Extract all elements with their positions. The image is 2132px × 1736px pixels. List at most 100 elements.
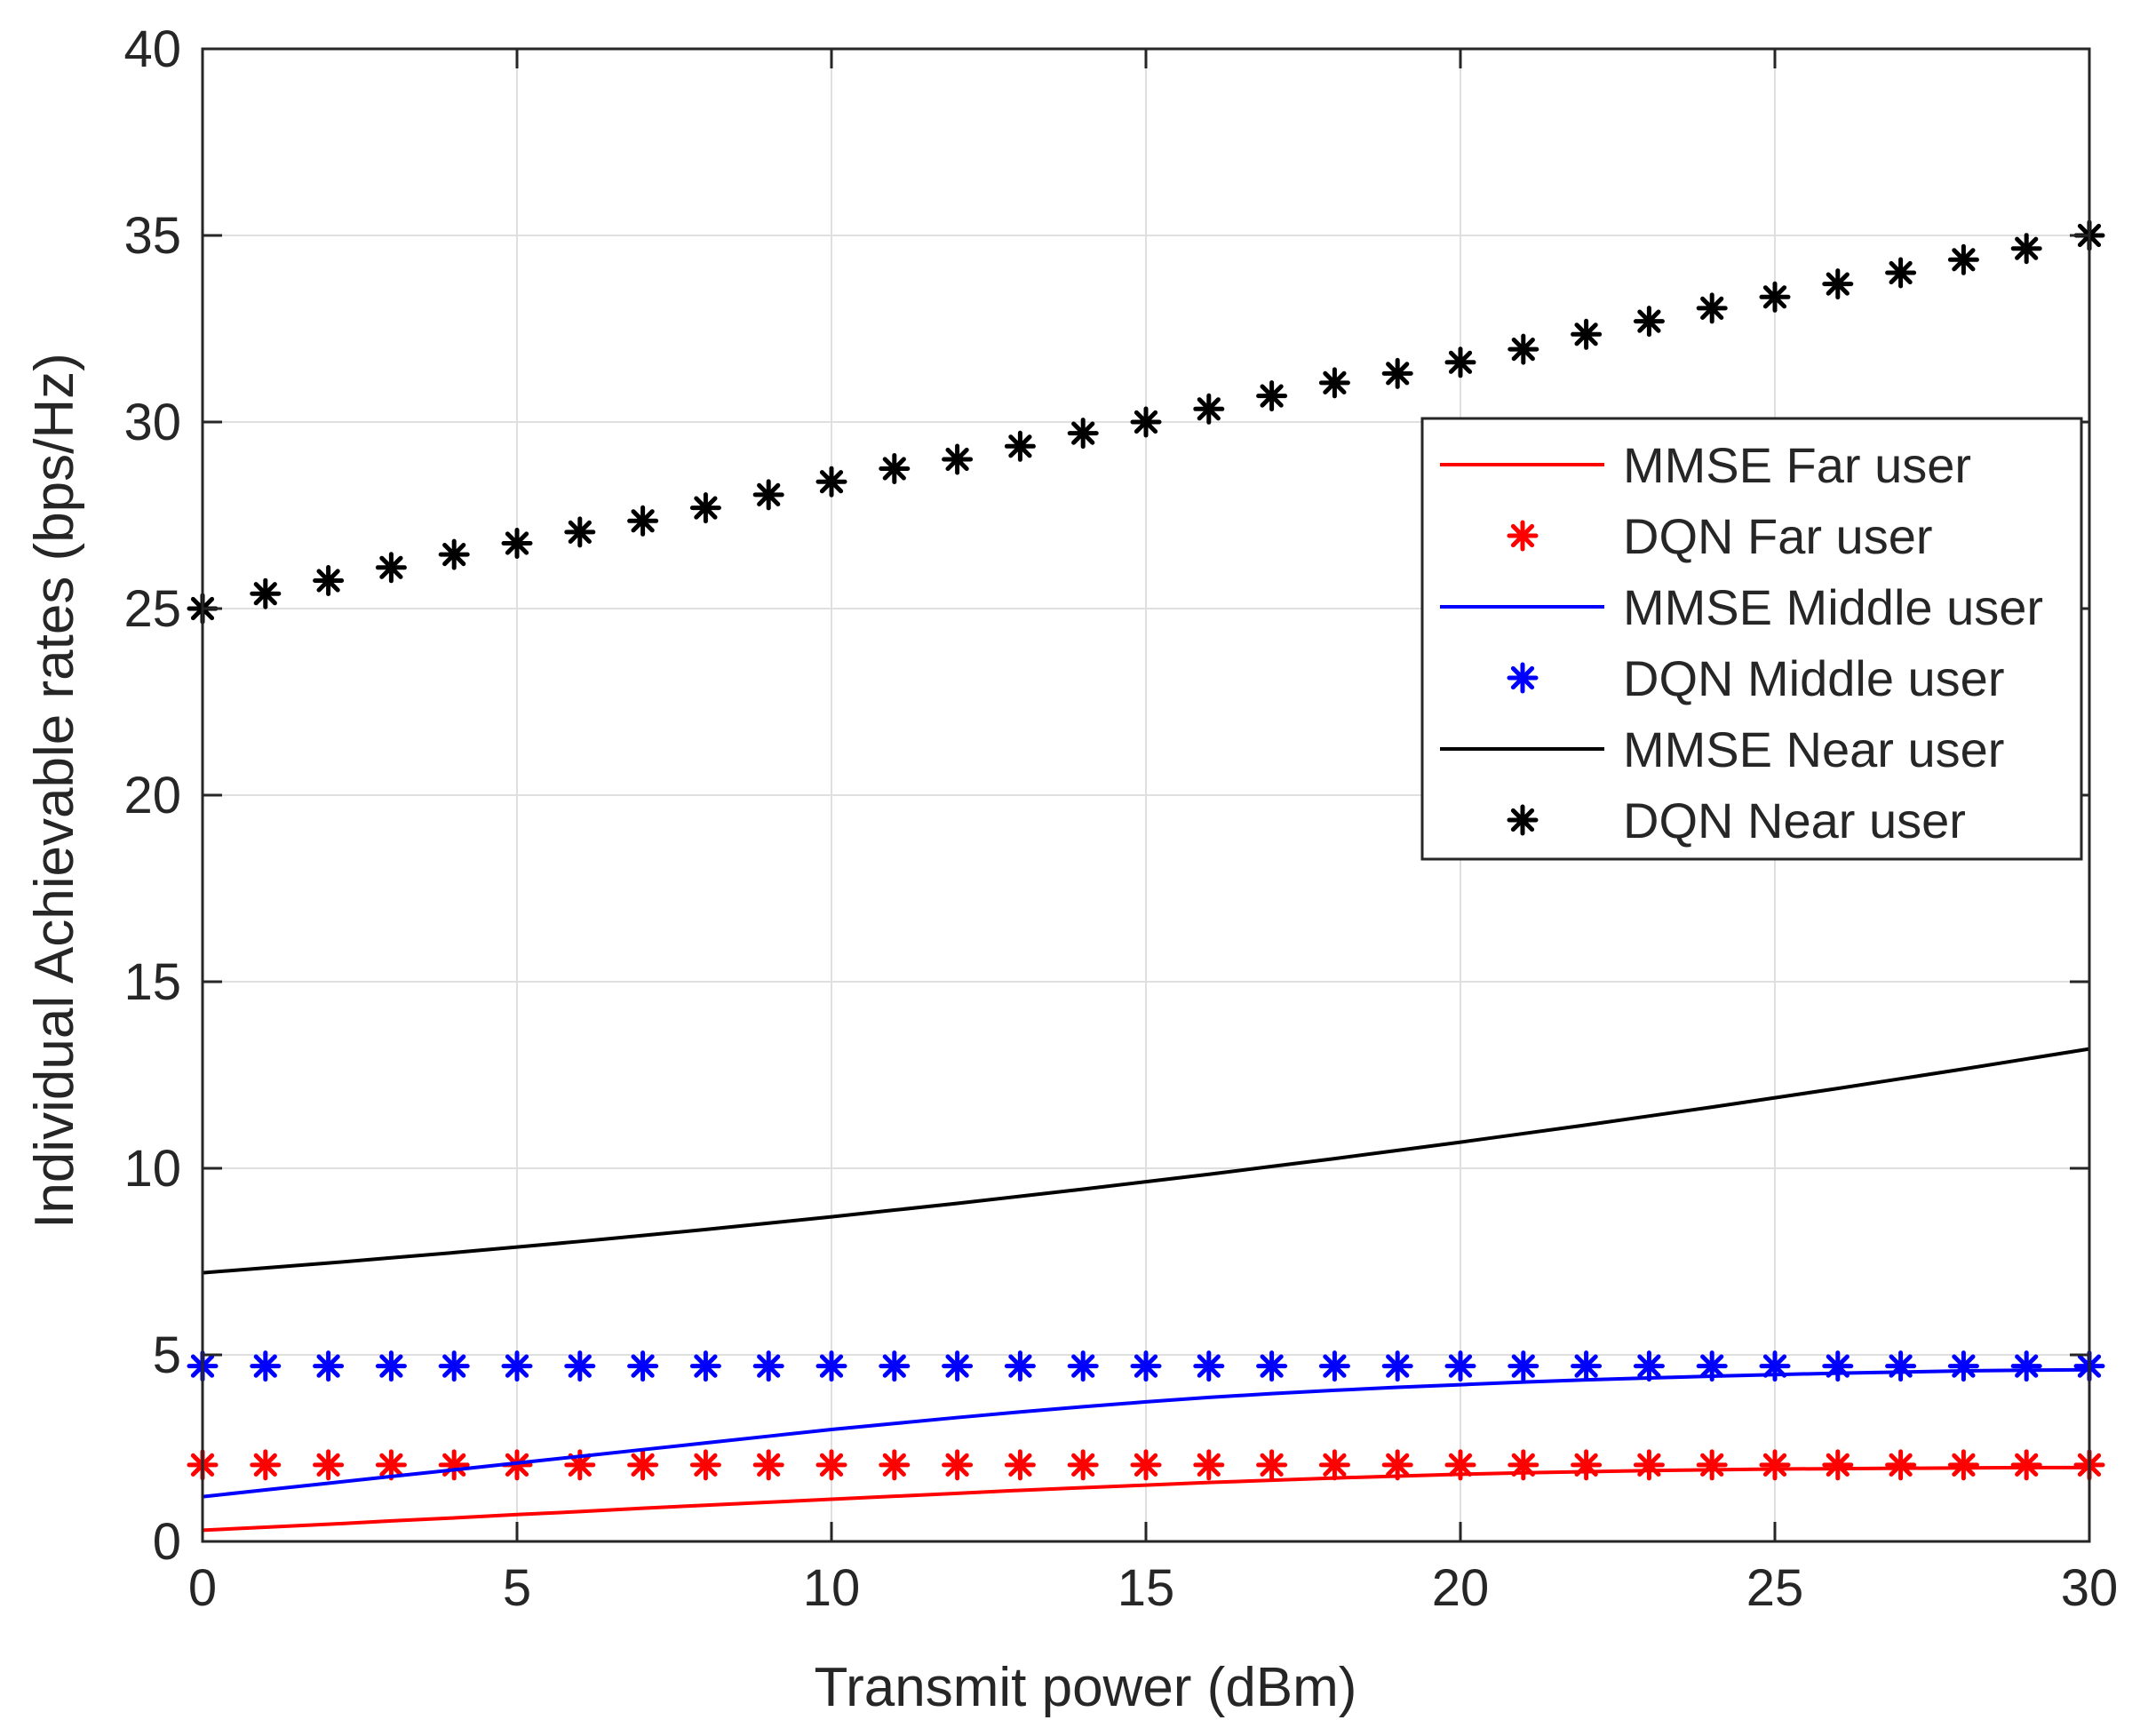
data-point-dqn-far-user [1318,1449,1350,1481]
data-point-dqn-near-user [627,505,659,537]
data-point-dqn-far-user-stroke [1952,1453,1976,1477]
data-point-dqn-far-user [689,1449,721,1481]
data-point-dqn-middle-user [1067,1350,1099,1382]
data-point-dqn-far-user-stroke [316,1453,340,1477]
data-point-dqn-far-user-stroke [1511,1453,1535,1477]
data-point-dqn-middle-user [1193,1350,1225,1382]
data-point-dqn-far-user-stroke [253,1453,277,1477]
data-point-dqn-middle-user [1508,1350,1539,1382]
data-point-dqn-near-user [1633,306,1665,338]
data-point-dqn-far-user [815,1449,847,1481]
data-point-dqn-far-user-stroke [505,1453,529,1477]
legend-item-mmse-near-user: MMSE Near user [1440,721,2004,777]
data-point-dqn-middle-user [1633,1350,1665,1382]
data-point-dqn-far-user [313,1449,345,1481]
y-tick-label: 15 [123,953,181,1011]
data-point-dqn-far-user [1193,1449,1225,1481]
data-point-dqn-far-user-stroke [379,1453,403,1477]
series-layer [187,219,2105,1533]
data-point-dqn-middle-user-stroke [1071,1354,1095,1378]
legend-item-dqn-near-user: DQN Near user [1507,792,1966,848]
data-point-dqn-far-user-stroke [1700,1453,1724,1477]
data-point-dqn-near-user-stroke [1889,260,1913,285]
data-point-dqn-middle-user [1444,1350,1476,1382]
series-dqn-near-user [187,219,2105,625]
y-tick-label: 35 [123,207,181,265]
data-point-dqn-near-user-stroke [945,447,969,472]
data-point-dqn-near-user [375,552,407,584]
x-tick-label: 25 [1746,1559,1804,1617]
data-point-dqn-near-user-stroke [442,542,466,567]
data-point-dqn-middle-user-stroke [253,1354,277,1378]
data-point-dqn-far-user-stroke [1323,1453,1347,1477]
data-point-dqn-near-user-stroke [1700,296,1724,321]
data-point-dqn-middle-user-stroke [1260,1354,1284,1378]
data-point-dqn-near-user-stroke [1574,323,1598,346]
data-point-dqn-near-user [250,577,282,609]
data-point-dqn-far-user [627,1449,659,1481]
data-point-dqn-middle-user-stroke [694,1354,718,1378]
legend-item-dqn-far-user: DQN Far user [1507,508,1933,564]
data-point-dqn-middle-user-stroke [631,1354,655,1378]
data-point-dqn-near-user-stroke [1637,309,1661,333]
data-point-dqn-far-user-stroke [1762,1453,1787,1477]
x-tick-label: 10 [803,1559,861,1617]
data-point-dqn-middle-user-stroke [1323,1354,1347,1378]
data-point-dqn-middle-user-stroke [882,1354,906,1378]
data-point-dqn-far-user-stroke [631,1453,655,1477]
data-point-dqn-near-user [1508,333,1539,365]
data-point-dqn-middle-user [564,1350,596,1382]
data-point-dqn-near-user [689,492,721,524]
legend-marker-swatch [1507,520,1539,552]
data-point-dqn-far-user [1571,1449,1603,1481]
data-point-dqn-middle-user-stroke [1700,1354,1724,1378]
data-point-dqn-far-user-stroke [819,1453,844,1477]
data-point-dqn-far-user-stroke [2015,1453,2039,1477]
data-point-dqn-far-user [1444,1449,1476,1481]
y-tick-label: 10 [123,1140,181,1198]
y-tick-label: 5 [153,1326,181,1384]
legend-marker-swatch-stroke [1510,665,1535,690]
data-point-dqn-far-user [1633,1449,1665,1481]
series-dqn-far-user [187,1449,2105,1481]
data-point-dqn-middle-user [1822,1350,1854,1382]
data-point-dqn-near-user [879,453,911,484]
data-point-dqn-middle-user-stroke [568,1354,592,1378]
data-point-dqn-near-user-stroke [1762,285,1787,309]
data-point-dqn-middle-user [879,1350,911,1382]
data-point-dqn-middle-user-stroke [1511,1354,1535,1378]
data-point-dqn-far-user-stroke [1386,1453,1410,1477]
data-point-dqn-near-user-stroke [1008,434,1032,458]
data-point-dqn-middle-user [2010,1350,2042,1382]
data-point-dqn-far-user-stroke [882,1453,906,1477]
data-point-dqn-far-user-stroke [1637,1453,1661,1477]
data-point-dqn-middle-user [250,1350,282,1382]
data-point-dqn-far-user-stroke [568,1453,592,1477]
legend-marker-swatch-stroke [1510,808,1535,832]
data-point-dqn-far-user-stroke [757,1453,781,1477]
x-tick-label: 0 [188,1559,217,1617]
data-point-dqn-near-user [438,538,470,570]
data-point-dqn-far-user [1822,1449,1854,1481]
y-tick-label: 25 [123,580,181,638]
data-point-dqn-near-user [1067,418,1099,450]
data-point-dqn-middle-user [375,1350,407,1382]
series-line-mmse-near-user [202,1047,2090,1275]
legend-label: DQN Near user [1623,792,1966,848]
data-point-dqn-middle-user [1947,1350,1979,1382]
data-point-dqn-middle-user-stroke [505,1354,529,1378]
data-point-dqn-near-user [501,528,533,559]
data-point-dqn-far-user-stroke [945,1453,969,1477]
data-point-dqn-far-user [752,1449,784,1481]
data-point-dqn-near-user [1947,243,1979,275]
x-tick-label: 20 [1432,1559,1490,1617]
data-point-dqn-far-user-stroke [1071,1453,1095,1477]
data-point-dqn-far-user [1885,1449,1917,1481]
data-point-dqn-far-user-stroke [1574,1453,1598,1477]
data-point-dqn-far-user [1130,1449,1162,1481]
data-point-dqn-near-user [1696,292,1728,324]
data-point-dqn-middle-user-stroke [1762,1354,1787,1378]
x-axis-label: Transmit power (dBm) [815,1657,1357,1718]
data-point-dqn-near-user [313,565,345,596]
data-point-dqn-middle-user-stroke [819,1354,844,1378]
